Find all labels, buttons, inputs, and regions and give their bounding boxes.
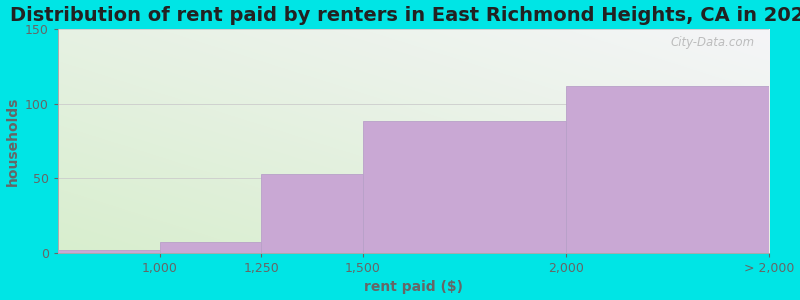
Bar xyxy=(363,122,566,253)
Bar xyxy=(160,242,262,253)
Y-axis label: households: households xyxy=(6,96,19,186)
X-axis label: rent paid ($): rent paid ($) xyxy=(364,280,463,294)
Bar xyxy=(566,85,770,253)
Text: City-Data.com: City-Data.com xyxy=(671,36,755,49)
Bar xyxy=(262,174,363,253)
Title: Distribution of rent paid by renters in East Richmond Heights, CA in 2022: Distribution of rent paid by renters in … xyxy=(10,6,800,25)
Bar xyxy=(58,250,160,253)
